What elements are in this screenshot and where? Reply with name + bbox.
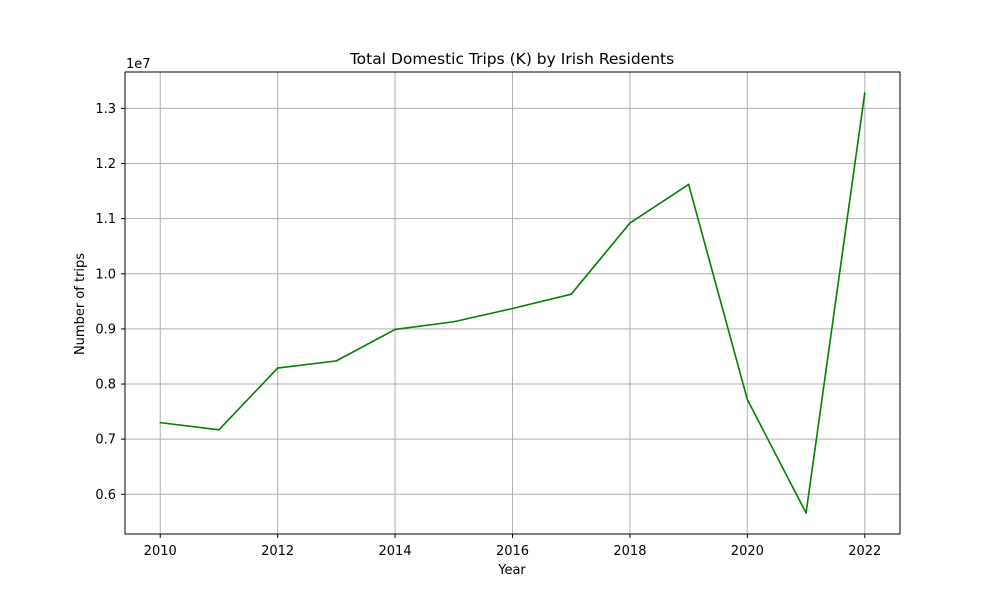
data-point [394, 328, 396, 331]
x-tick-label: 2022 [848, 544, 881, 559]
y-tick-label: 1.2 [95, 157, 116, 172]
y-tick-label: 0.8 [95, 378, 116, 393]
ticks-layer: 2010 2012 2014 2016 2018 2020 2022 0.6 0.7 0.8 0.9… [95, 102, 881, 559]
x-axis-label: Year [497, 563, 526, 578]
data-point [452, 320, 455, 323]
data-point [335, 360, 338, 362]
x-tick-label: 2018 [613, 544, 646, 559]
y-offset-label: 1e7 [126, 57, 151, 72]
data-point [863, 92, 866, 94]
y-tick-label: 1.1 [95, 212, 116, 227]
data-point [276, 367, 279, 369]
y-tick-label: 1.3 [95, 102, 116, 117]
x-tick-label: 2012 [261, 544, 294, 559]
y-tick-label: 1.0 [95, 267, 116, 282]
y-tick-label: 0.6 [95, 488, 116, 503]
data-point [805, 512, 807, 514]
data-point [629, 222, 631, 224]
chart-title: Total Domestic Trips (K) by Irish Reside… [349, 50, 674, 68]
data-point [687, 183, 690, 186]
x-tick-label: 2010 [144, 544, 177, 559]
data-point [159, 421, 162, 424]
data-point [570, 293, 573, 295]
x-tick-label: 2014 [379, 544, 412, 559]
axes-frame [124, 71, 901, 535]
y-tick-label: 0.7 [95, 433, 116, 448]
data-point [511, 307, 514, 310]
y-tick-label: 0.9 [95, 322, 116, 337]
y-axis-label: Number of trips [73, 253, 88, 355]
data-point [218, 429, 220, 431]
data-point [746, 398, 749, 401]
grid-layer [125, 72, 900, 534]
x-tick-label: 2020 [731, 544, 764, 559]
series-layer [159, 92, 866, 514]
x-tick-label: 2016 [496, 544, 529, 559]
